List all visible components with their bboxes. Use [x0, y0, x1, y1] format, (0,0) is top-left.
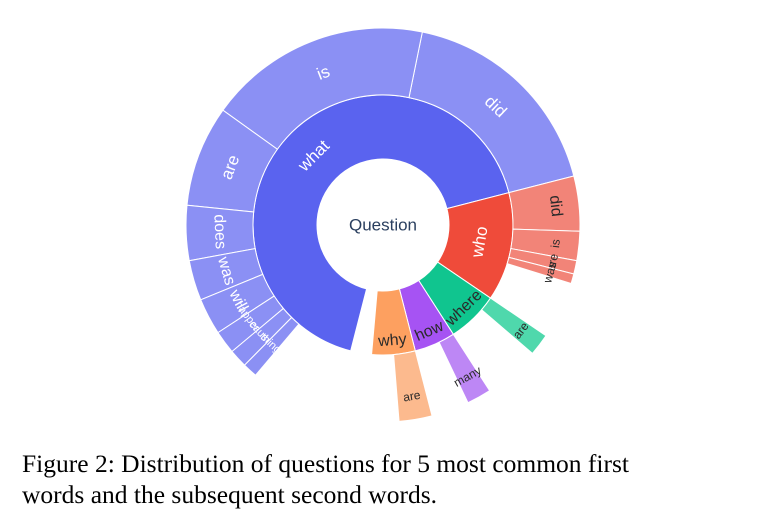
label-why: why [377, 331, 408, 350]
sunburst-chart: whatdidisaredoeswaswillhappenedcausedthi… [185, 27, 581, 422]
slice-where-are[interactable] [480, 297, 547, 355]
slice-why-are[interactable] [393, 350, 433, 422]
slice-what-happened[interactable] [217, 295, 285, 353]
slice-how-many[interactable] [438, 333, 491, 404]
figure-caption: Figure 2: Distribution of questions for … [22, 448, 757, 510]
caption-line-2: words and the subsequent second words. [22, 480, 438, 509]
label-who-was: was [540, 260, 560, 285]
slice-what-will[interactable] [200, 273, 275, 334]
slice-what-caused[interactable] [231, 307, 293, 366]
slice-what-is[interactable] [222, 27, 423, 150]
label-who-is: is [548, 238, 563, 248]
caption-line-1: Figure 2: Distribution of questions for … [22, 449, 630, 478]
slice-what-are[interactable] [186, 109, 279, 213]
slice-what-does[interactable] [185, 204, 256, 262]
slice-who-was[interactable] [506, 256, 575, 285]
slice-what-things[interactable] [243, 316, 300, 376]
center-label: Question [349, 216, 417, 235]
slice-what-was[interactable] [188, 247, 264, 301]
label-what-does: does [210, 214, 228, 249]
label-why-are: are [402, 388, 422, 405]
label-who-did: did [546, 194, 565, 217]
